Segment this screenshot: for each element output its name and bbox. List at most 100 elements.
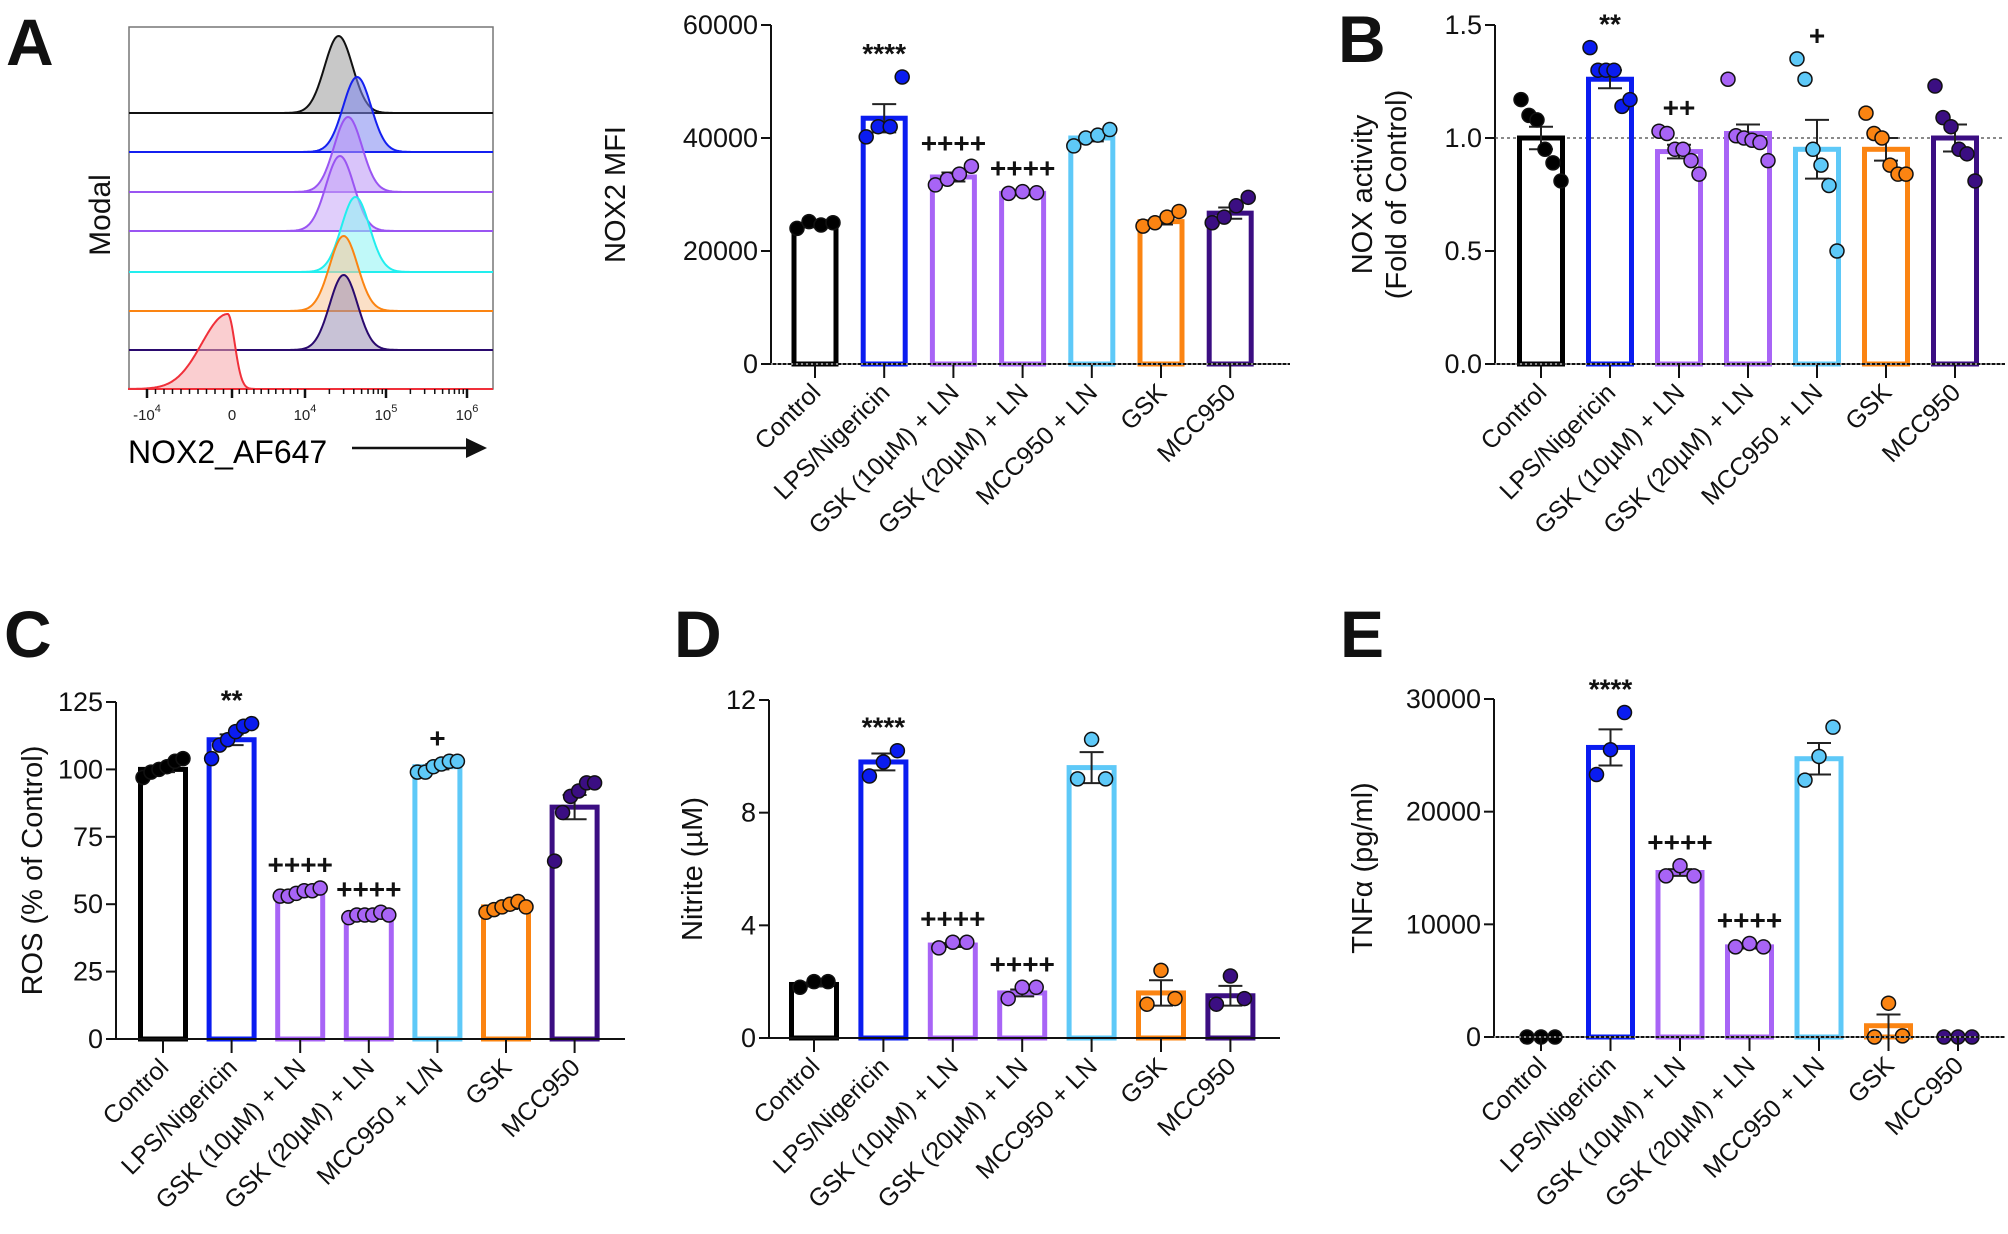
x-tick-label: MCC950 + LN (971, 1052, 1103, 1184)
data-point (1858, 105, 1874, 121)
bar-group: GSK (20µM) + LN++++ (219, 873, 402, 1214)
data-point (1760, 152, 1776, 169)
y-tick-label: 75 (73, 822, 103, 852)
data-point (894, 69, 910, 85)
significance-label: ** (1599, 9, 1621, 40)
x-tick-label: GSK (1840, 378, 1897, 435)
data-point (1727, 939, 1744, 955)
significance-label: ++++ (1717, 904, 1782, 935)
data-point (1553, 173, 1569, 189)
y-axis-label: TNFα (pg/ml) (1347, 782, 1379, 953)
bar (275, 890, 326, 1042)
y-tick-label: 60000 (683, 10, 758, 40)
histogram-tick-label: 106 (456, 403, 479, 424)
data-point (1927, 78, 1943, 94)
y-axis-label: (Fold of Control) (1381, 90, 1413, 300)
data-point (1658, 868, 1674, 884)
significance-label: ++++ (920, 903, 985, 934)
y-tick-label: 8 (741, 798, 756, 828)
data-point (1240, 189, 1256, 206)
data-point (1028, 185, 1045, 201)
y-axis-label: Nitrite (µM) (677, 797, 709, 941)
data-point (1967, 173, 1983, 189)
significance-label: **** (1589, 674, 1633, 705)
data-point (1153, 962, 1169, 979)
data-point (1545, 155, 1561, 171)
bar (1794, 756, 1844, 1040)
histogram-tick-label: -104 (133, 403, 161, 424)
bar (138, 766, 188, 1042)
histogram-y-label: Modal (84, 174, 117, 256)
data-point (554, 804, 571, 821)
data-point (518, 899, 534, 915)
data-point (875, 754, 892, 770)
y-tick-label: 0 (1466, 1022, 1481, 1052)
histogram-track-3 (129, 115, 493, 193)
data-point (1616, 704, 1633, 721)
data-point (1880, 995, 1897, 1011)
y-tick-label: 40000 (683, 123, 758, 153)
data-point (1014, 979, 1030, 996)
y-tick-label: 12 (726, 685, 756, 715)
data-point (806, 973, 822, 990)
y-axis-label: ROS (% of Control) (17, 746, 49, 996)
y-tick-label: 0.0 (1444, 349, 1482, 379)
y-axis-label: NOX activity (1347, 114, 1379, 274)
bar (549, 804, 600, 1042)
bar-group: MCC950 (1880, 1029, 1980, 1141)
data-point (1167, 990, 1183, 1007)
data-point (1797, 71, 1813, 87)
data-point (1529, 112, 1545, 128)
bar (1725, 944, 1774, 1040)
significance-label: + (1809, 20, 1825, 51)
bar-group: GSK (10µM) + LN++++ (803, 903, 986, 1213)
bar (1206, 210, 1254, 367)
y-tick-label: 50 (73, 889, 103, 919)
bar (929, 174, 977, 367)
bar (860, 115, 908, 367)
data-point (1825, 719, 1841, 735)
bar (1066, 765, 1117, 1041)
data-point (1513, 91, 1529, 108)
significance-label: ++++ (267, 849, 332, 880)
data-point (1811, 748, 1827, 765)
significance-label: + (429, 722, 445, 753)
bar (858, 759, 909, 1041)
bar-group: GSK (20µM) + LN++++ (873, 153, 1056, 540)
data-point (1228, 198, 1244, 214)
bar (1655, 870, 1705, 1040)
data-point (1691, 166, 1707, 182)
histogram-x-label: NOX2_AF647 (128, 434, 327, 470)
x-tick-label: MCC950 + L/N (311, 1053, 448, 1190)
data-point (1102, 121, 1118, 138)
data-point (1683, 152, 1699, 169)
bar-group: GSK (10µM) + LN++++ (1530, 827, 1713, 1213)
data-point (882, 118, 898, 135)
bar (206, 737, 257, 1042)
histogram-track-4 (129, 154, 493, 232)
data-point (889, 742, 906, 759)
panel-letter-b: B (1338, 2, 1386, 76)
bar-group: MCC950 (496, 775, 603, 1143)
bar (412, 764, 463, 1042)
panel-letter-e: E (1340, 597, 1384, 671)
bar-group: GSK (1115, 203, 1187, 436)
data-point (1216, 209, 1232, 225)
data-point (1874, 130, 1890, 146)
y-tick-label: 0 (743, 349, 758, 379)
bar (343, 912, 394, 1042)
data-point (1083, 731, 1100, 748)
bar (999, 190, 1047, 367)
y-tick-label: 100 (58, 754, 103, 784)
y-tick-label: 10000 (1406, 909, 1481, 939)
data-point (243, 715, 260, 732)
y-axis-label: NOX2 MFI (600, 126, 632, 263)
data-point (312, 880, 328, 896)
bar (1862, 146, 1910, 367)
significance-label: ++++ (336, 873, 401, 904)
y-tick-label: 0 (88, 1024, 103, 1054)
data-point (1066, 138, 1082, 154)
